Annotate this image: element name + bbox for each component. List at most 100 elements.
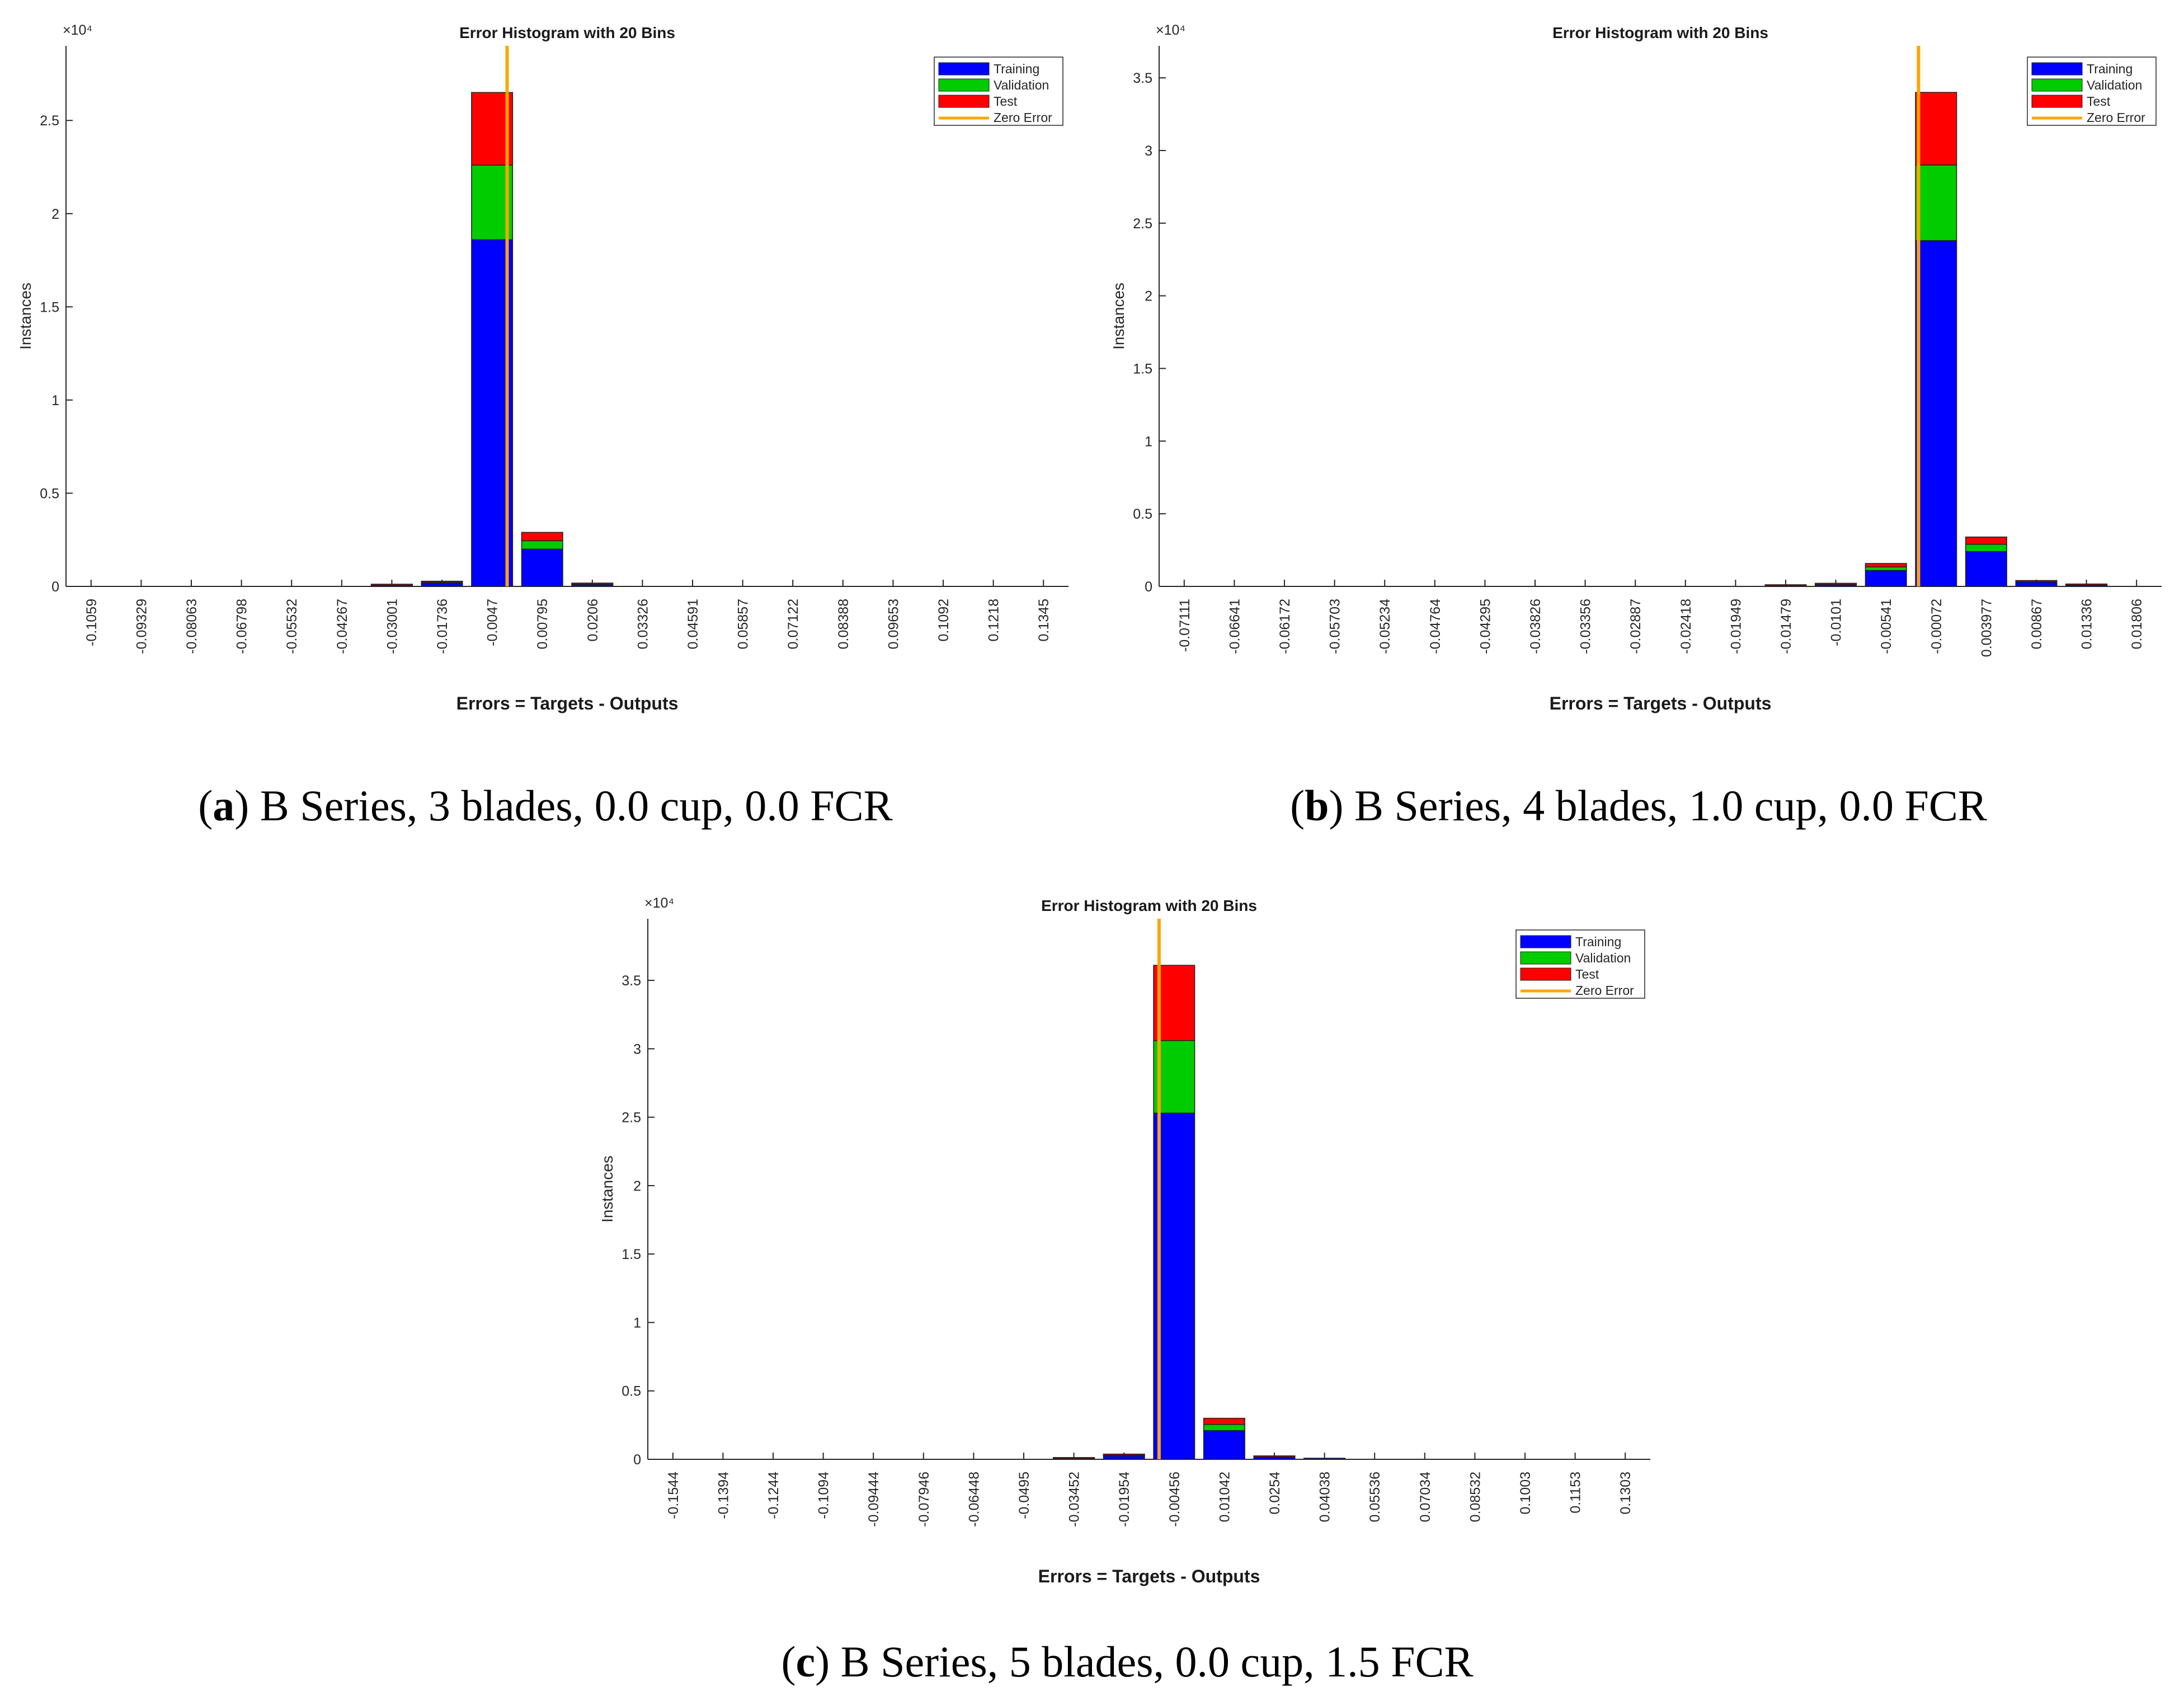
x-tick-label: 0.08532 xyxy=(1467,1472,1483,1522)
bar-test-18 xyxy=(2065,583,2108,586)
x-tick-label: -0.09329 xyxy=(134,599,149,654)
chart-title: Error Histogram with 20 Bins xyxy=(1552,24,1768,41)
x-tick-label: 0.00795 xyxy=(535,599,550,649)
x-tick-label: 0.1153 xyxy=(1568,1472,1584,1514)
x-tick-label: -0.06448 xyxy=(966,1472,982,1527)
x-tick-label: -0.1244 xyxy=(766,1472,782,1519)
x-tick-label: -0.01736 xyxy=(435,599,450,654)
y-tick-label: 3.5 xyxy=(1133,71,1152,86)
histogram-chart-b: Error Histogram with 20 Bins ×10⁴ 0 0.5 1 1.5… xyxy=(1110,22,2162,713)
x-tick-label: 0.01336 xyxy=(2079,599,2095,649)
legend-label-zero-error: Zero Error xyxy=(994,110,1052,125)
bar-training-7 xyxy=(421,582,463,587)
panel-c: Error Histogram with 20 Bins ×10⁴ 0 0.5 1 1.5… xyxy=(582,873,1673,1696)
y-tick-label: 1.5 xyxy=(1133,361,1152,377)
y-axis-label: Instances xyxy=(599,1155,616,1223)
x-tick-label: 0.003977 xyxy=(1979,599,1994,657)
bar-validation-15 xyxy=(1915,165,1957,241)
x-tick-label: 0.0206 xyxy=(585,599,601,641)
legend-swatch-test xyxy=(1520,967,1571,981)
y-tick-label: 3 xyxy=(1145,143,1152,159)
caption-letter-b: b xyxy=(1305,781,1329,830)
x-tick-label: -0.01479 xyxy=(1778,599,1794,654)
x-tick-label: -0.04764 xyxy=(1428,599,1443,654)
y-tick-label: 1.5 xyxy=(40,299,59,315)
x-tick-label: 0.05857 xyxy=(736,599,751,649)
legend-swatch-training xyxy=(1520,935,1571,948)
legend-label-test: Test xyxy=(1575,967,1599,981)
legend-label-validation: Validation xyxy=(2087,78,2142,92)
caption-text-a: B Series, 3 blades, 0.0 cup, 0.0 FCR xyxy=(260,781,893,830)
legend-label-zero-error: Zero Error xyxy=(2087,110,2145,125)
x-tick-label: -0.00072 xyxy=(1929,599,1945,654)
x-tick-label: -0.04295 xyxy=(1477,599,1493,654)
bar-training-9 xyxy=(1103,1455,1145,1460)
bar-test-9 xyxy=(521,532,563,542)
x-tick-label: -0.07111 xyxy=(1177,599,1193,652)
x-tick-label: -0.0495 xyxy=(1016,1472,1032,1519)
x-tick-label: 0.07034 xyxy=(1418,1472,1433,1522)
bar-test-14 xyxy=(1865,563,1907,567)
legend-label-validation: Validation xyxy=(1575,951,1631,965)
x-tick-label: -0.02887 xyxy=(1628,599,1644,654)
bar-test-10 xyxy=(571,582,614,585)
bar-training-9 xyxy=(521,548,563,587)
y-tick-label: 2 xyxy=(633,1178,641,1194)
bar-training-14 xyxy=(1865,570,1907,587)
bar-test-15 xyxy=(1915,92,1957,166)
y-exponent-label: ×10⁴ xyxy=(1156,22,1185,38)
legend-label-test: Test xyxy=(994,94,1018,109)
x-tick-label: -0.08063 xyxy=(184,599,200,654)
x-tick-label: 0.1092 xyxy=(936,599,952,641)
x-axis-label: Errors = Targets - Outputs xyxy=(1038,1566,1260,1586)
y-axis-label: Instances xyxy=(17,283,34,350)
x-tick-label: -0.0047 xyxy=(485,599,501,646)
y-tick-label: 2.5 xyxy=(40,113,59,129)
x-tick-label: 0.1218 xyxy=(986,599,1002,641)
legend-swatch-validation xyxy=(2031,78,2083,92)
histogram-chart-a: Error Histogram with 20 Bins ×10⁴ 0 0.5 1 1.5… xyxy=(17,22,1069,713)
bar-training-11 xyxy=(1203,1430,1245,1460)
bar-test-16 xyxy=(1965,536,2007,545)
x-tick-label: 0.1345 xyxy=(1036,599,1052,641)
x-tick-label: 0.07122 xyxy=(785,599,801,649)
chart-title: Error Histogram with 20 Bins xyxy=(459,24,675,41)
bar-validation-16 xyxy=(1965,543,2007,552)
bar-training-13 xyxy=(1303,1458,1346,1460)
bar-test-11 xyxy=(1203,1417,1245,1425)
legend-label-training: Training xyxy=(994,62,1039,76)
bar-test-6 xyxy=(370,584,413,586)
x-tick-label: -0.0101 xyxy=(1829,599,1844,646)
x-tick-label: 0.0254 xyxy=(1267,1472,1283,1515)
x-tick-label: -0.06641 xyxy=(1227,599,1242,654)
y-axis-label: Instances xyxy=(1110,283,1127,350)
legend-label-training: Training xyxy=(1575,934,1621,949)
legend-swatch-validation xyxy=(938,78,990,92)
bar-test-7 xyxy=(421,580,463,583)
x-tick-label: -0.1394 xyxy=(716,1472,731,1519)
legend-label-zero-error: Zero Error xyxy=(1575,983,1634,998)
x-tick-label: -0.03001 xyxy=(384,599,400,654)
x-tick-label: -0.1544 xyxy=(666,1472,681,1519)
caption-text-b: B Series, 4 blades, 1.0 cup, 0.0 FCR xyxy=(1354,781,1987,830)
x-tick-label: -0.04267 xyxy=(335,599,350,654)
x-tick-label: 0.05536 xyxy=(1367,1472,1383,1522)
x-tick-label: -0.05703 xyxy=(1328,599,1343,654)
bar-training-16 xyxy=(1965,551,2007,587)
y-exponent-label: ×10⁴ xyxy=(63,22,92,38)
x-axis-label: Errors = Targets - Outputs xyxy=(456,693,679,713)
x-tick-label: 0.08388 xyxy=(836,599,851,649)
bar-test-12 xyxy=(1764,584,1807,586)
x-tick-label: 0.04591 xyxy=(685,599,701,649)
caption-b: (b) B Series, 4 blades, 1.0 cup, 0.0 FCR xyxy=(1290,781,1987,830)
caption-text-c: B Series, 5 blades, 0.0 cup, 1.5 FCR xyxy=(840,1637,1474,1686)
legend-label-validation: Validation xyxy=(994,78,1049,92)
x-tick-label: 0.03326 xyxy=(635,599,651,649)
caption-c: (c) B Series, 5 blades, 0.0 cup, 1.5 FCR xyxy=(781,1637,1474,1686)
legend-swatch-training xyxy=(938,62,990,76)
panel-b: Error Histogram with 20 Bins ×10⁴ 0 0.5 1 1.5… xyxy=(1093,0,2184,839)
x-tick-label: -0.1059 xyxy=(84,599,100,646)
y-tick-label: 0.5 xyxy=(1133,506,1152,522)
bar-validation-9 xyxy=(521,540,563,550)
legend-swatch-test xyxy=(2031,95,2083,108)
